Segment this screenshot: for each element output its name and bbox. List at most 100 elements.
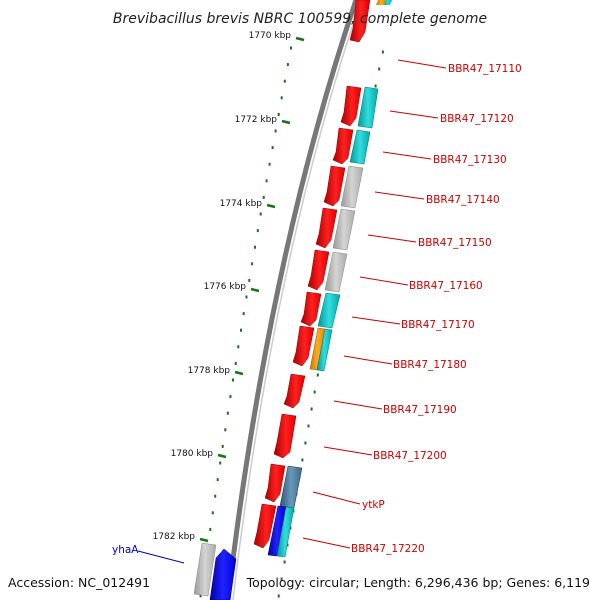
gene-box-gray[interactable] bbox=[193, 542, 217, 597]
kbp-tick-label: 1770 kbp bbox=[249, 31, 292, 41]
track-dot bbox=[304, 441, 307, 445]
gene-box-cyan[interactable] bbox=[357, 86, 379, 129]
track-dot bbox=[262, 195, 265, 199]
track-dot bbox=[259, 212, 262, 216]
track-dot bbox=[224, 428, 227, 432]
gene-box-cyan[interactable] bbox=[384, 0, 392, 5]
label-leaders bbox=[137, 59, 447, 564]
gene-arrow[interactable] bbox=[300, 291, 322, 327]
track-dot bbox=[290, 46, 292, 50]
gene-label[interactable]: BBR47_17190 bbox=[383, 404, 457, 416]
track-dot bbox=[265, 179, 268, 183]
track-dot bbox=[216, 478, 219, 482]
gene-track-red bbox=[253, 0, 371, 549]
gene-labels: BBR47_17110 BBR47_17120 BBR47_17130 BBR4… bbox=[112, 63, 522, 556]
track-dot bbox=[280, 96, 283, 100]
kbp-tick-label: 1778 kbp bbox=[188, 366, 231, 376]
track-dot bbox=[313, 390, 316, 394]
track-dot bbox=[301, 458, 304, 462]
track-dot bbox=[232, 378, 234, 382]
gene-arrow[interactable] bbox=[273, 413, 297, 459]
track-dot bbox=[381, 50, 384, 54]
gene-box-gray[interactable] bbox=[340, 165, 364, 209]
track-dot bbox=[286, 63, 289, 67]
topology-text: Topology: circular; Length: 6,296,436 bp… bbox=[246, 575, 590, 590]
track-dot bbox=[280, 577, 283, 581]
track-dot bbox=[268, 162, 271, 166]
gene-label[interactable]: BBR47_17120 bbox=[440, 113, 514, 125]
track-dot bbox=[277, 594, 280, 598]
track-dot bbox=[274, 129, 277, 133]
track-dot bbox=[286, 543, 289, 547]
accession-text: Accession: NC_012491 bbox=[8, 575, 150, 590]
gene-box-cyan[interactable] bbox=[276, 506, 295, 558]
kbp-tick-label: 1782 kbp bbox=[153, 532, 196, 542]
gene-arrow[interactable] bbox=[323, 165, 346, 207]
track-dot bbox=[248, 278, 251, 282]
track-dot bbox=[229, 395, 232, 399]
kbp-tick-label: 1772 kbp bbox=[235, 115, 278, 125]
track-dot bbox=[378, 67, 381, 71]
gene-box-gray[interactable] bbox=[332, 208, 356, 251]
track-dot bbox=[277, 112, 280, 116]
gene-track-inner bbox=[193, 542, 237, 600]
gene-arrow-blue[interactable] bbox=[209, 548, 237, 600]
track-dot bbox=[199, 594, 202, 598]
track-dot bbox=[242, 312, 245, 316]
genome-backbone-inner bbox=[232, 0, 362, 600]
gene-label-yhaA[interactable]: yhaA bbox=[112, 544, 139, 556]
gene-label[interactable]: BBR47_17220 bbox=[351, 543, 425, 555]
track-dot bbox=[254, 245, 256, 249]
gene-arrow[interactable] bbox=[349, 0, 371, 43]
gene-arrow[interactable] bbox=[340, 85, 362, 127]
track-dot bbox=[251, 262, 254, 266]
kbp-ticks: 1770 kbp 1772 kbp 1774 kbp 1776 kbp 1778… bbox=[153, 31, 305, 543]
track-dot bbox=[209, 527, 212, 531]
track-dot bbox=[214, 494, 217, 498]
gene-arrow[interactable] bbox=[307, 249, 330, 291]
track-dot bbox=[307, 424, 310, 428]
gene-track-colored bbox=[267, 0, 392, 558]
track-dot bbox=[283, 560, 286, 564]
gene-label[interactable]: BBR47_17160 bbox=[409, 280, 483, 292]
gene-arrow[interactable] bbox=[264, 463, 286, 503]
gene-label[interactable]: BBR47_17130 bbox=[433, 154, 507, 166]
track-dot bbox=[245, 295, 248, 299]
gene-arrow[interactable] bbox=[253, 503, 277, 549]
gene-arrow[interactable] bbox=[315, 207, 338, 249]
gene-label[interactable]: BBR47_17140 bbox=[426, 194, 500, 206]
gene-label[interactable]: BBR47_17200 bbox=[373, 450, 447, 462]
track-dot bbox=[283, 79, 286, 83]
genome-title: Brevibacillus brevis NBRC 100599, comple… bbox=[113, 11, 487, 27]
gene-arrow[interactable] bbox=[283, 373, 306, 409]
kbp-tick-label: 1774 kbp bbox=[220, 199, 263, 209]
gene-arrow[interactable] bbox=[332, 127, 354, 165]
gene-box-cyan[interactable] bbox=[317, 292, 341, 329]
track-dot bbox=[310, 407, 313, 411]
gene-box-orange[interactable] bbox=[376, 0, 386, 5]
gene-label[interactable]: ytkP bbox=[362, 499, 385, 511]
kbp-tick-label: 1780 kbp bbox=[171, 449, 214, 459]
gene-arrow[interactable] bbox=[292, 325, 315, 367]
track-dot bbox=[237, 345, 240, 349]
track-dot bbox=[211, 511, 214, 515]
track-dot bbox=[221, 444, 224, 448]
gene-box-gray[interactable] bbox=[324, 251, 348, 293]
kbp-tick-label: 1776 kbp bbox=[204, 282, 247, 292]
track-dot bbox=[234, 361, 237, 365]
gene-label[interactable]: BBR47_17180 bbox=[393, 359, 467, 371]
gene-label[interactable]: BBR47_17170 bbox=[401, 319, 475, 331]
track-dot bbox=[226, 411, 229, 415]
gene-label[interactable]: BBR47_17110 bbox=[448, 63, 522, 75]
gene-box-cyan[interactable] bbox=[316, 328, 333, 372]
track-dot bbox=[316, 373, 319, 377]
track-dot bbox=[374, 84, 377, 88]
gene-box-cyan[interactable] bbox=[349, 129, 371, 165]
gene-label[interactable]: BBR47_17150 bbox=[418, 237, 492, 249]
genome-backbone bbox=[225, 0, 359, 600]
track-dot bbox=[219, 461, 222, 465]
track-dot bbox=[240, 328, 242, 332]
track-dot bbox=[271, 146, 274, 150]
